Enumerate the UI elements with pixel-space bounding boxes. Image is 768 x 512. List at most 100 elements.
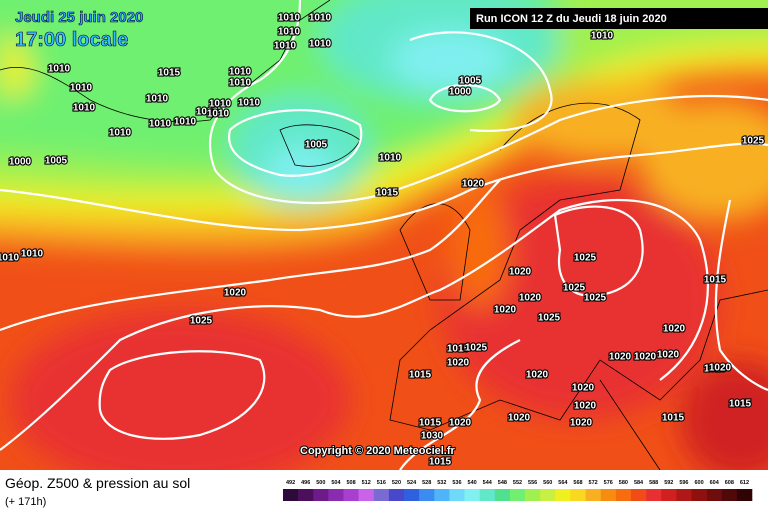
field (0, 0, 768, 490)
scale-label: 612 (740, 480, 749, 486)
isobar-label: 1020 (609, 352, 632, 363)
scale-swatch (449, 489, 465, 501)
isobar-label: 1000 (449, 87, 472, 98)
isobar-label: 1010 (229, 67, 252, 78)
scale-label: 580 (619, 480, 628, 486)
scale-swatch (706, 489, 723, 501)
isobar-label: 1025 (574, 253, 597, 264)
isobar-label: 1020 (634, 352, 657, 363)
run-box (470, 8, 768, 29)
isobar-label: 1020 (462, 179, 485, 190)
isobar-label: 1010 (146, 94, 169, 105)
scale-label: 524 (407, 480, 417, 486)
date: Jeudi 25 juin 2020 (15, 9, 143, 26)
isobar-label: 1010 (149, 119, 172, 130)
scale-swatch (509, 489, 526, 501)
isobar-label: 1020 (709, 363, 732, 374)
isobar-label: 1010 (174, 117, 197, 128)
isobar-label: 1010 (379, 153, 402, 164)
scale-swatch (419, 489, 435, 501)
scale-label: 608 (725, 480, 734, 486)
scale-label: 512 (362, 480, 371, 486)
isobar-label: 1010 (278, 13, 301, 24)
scale-label: 540 (468, 480, 477, 486)
scale-label: 528 (422, 480, 431, 486)
scale-swatch (464, 489, 480, 501)
isobar-label: 1005 (45, 156, 68, 167)
scale-swatch (434, 489, 450, 501)
isobar-label: 1015 (729, 399, 752, 410)
isobar-label: 1010 (73, 103, 96, 114)
isobar-label: 1010 (0, 253, 20, 264)
scale-label: 536 (452, 480, 461, 486)
scale-swatch (721, 489, 738, 501)
scale-label: 564 (558, 480, 568, 486)
isobar-label: 1010 (278, 27, 301, 38)
isobar-label: 1015 (409, 370, 432, 381)
isobar-label: 1025 (742, 136, 765, 147)
scale-swatch (358, 489, 375, 501)
isobar-label: 1015 (158, 68, 181, 79)
scale-label: 508 (346, 480, 355, 486)
color-scale: 492 496 500 504 508 512 516 520 524 528 532 536 540 5… (283, 480, 753, 501)
isobar-label: 1010 (309, 13, 332, 24)
isobar-label: 1025 (584, 293, 607, 304)
isobar-label: 1020 (449, 418, 472, 429)
scale-swatch (479, 489, 496, 501)
isobar-label: 1010 (109, 128, 132, 139)
isobar-label: 1020 (508, 413, 531, 424)
scale-swatch (298, 489, 314, 501)
isobar-label: 1015 (419, 418, 442, 429)
time: 17:00 locale (15, 29, 128, 51)
scale-label: 588 (649, 480, 658, 486)
isobar-label: 1020 (494, 305, 517, 316)
isobar-label: 1020 (572, 383, 595, 394)
scale-swatch (343, 489, 359, 501)
isobar-label: 1020 (509, 267, 532, 278)
isobar-label: 1015 (429, 457, 452, 468)
scale-label: 532 (437, 480, 446, 486)
isobars (0, 0, 768, 451)
isobar-label: 1020 (519, 293, 542, 304)
scale-swatch (555, 489, 571, 501)
isobar-label: 1015 (447, 344, 470, 355)
scale-swatch (388, 489, 405, 501)
scale-swatch (676, 489, 692, 501)
scale-label: 556 (528, 480, 537, 486)
isobar-label: 1030 (421, 431, 444, 442)
isobar-label: 1010 (274, 41, 297, 52)
isobar-label: 1000 (9, 157, 32, 168)
scale-label: 576 (604, 480, 613, 486)
isobar-label: 1010 (309, 39, 332, 50)
scale-swatch (736, 489, 753, 501)
isobar-label: 1010 (196, 107, 219, 118)
scale-label: 572 (589, 480, 598, 486)
isobar-label: 1010 (209, 99, 232, 110)
isobar-label: 1005 (459, 76, 482, 87)
isobar-label: 1005 (305, 140, 328, 151)
isobar-label: 1010 (70, 83, 93, 94)
isobar-label: 1025 (538, 313, 561, 324)
scale-swatch (630, 489, 647, 501)
scale-label: 496 (301, 480, 310, 486)
run: Run ICON 12 Z du Jeudi 18 juin 2020 (476, 13, 667, 25)
scale-label: 548 (498, 480, 507, 486)
scale-label: 600 (694, 480, 703, 486)
scale-label: 516 (377, 480, 386, 486)
scale-swatch (600, 489, 617, 501)
isobar-label: 1020 (224, 288, 247, 299)
isobar-label: 1025 (563, 283, 586, 294)
scale-label: 520 (392, 480, 401, 486)
isobar-label: 1015 (662, 413, 685, 424)
scale-swatch (313, 489, 329, 501)
scale-label: 560 (543, 480, 552, 486)
isobar-label: 1010 (21, 249, 44, 260)
isobar-label: 1010 (48, 64, 71, 75)
isobar-label: 1020 (447, 358, 470, 369)
scale-swatch (570, 489, 586, 501)
scale-swatch (525, 489, 541, 501)
isobar-label: 1020 (574, 401, 597, 412)
scale-label: 504 (331, 480, 341, 486)
